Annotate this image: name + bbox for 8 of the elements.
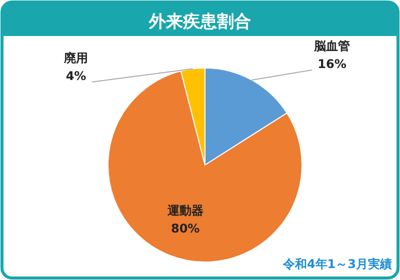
data-label: 80% (170, 222, 200, 236)
chart-title: 外来疾患割合 (148, 12, 251, 32)
slice-label: 脳血管 (313, 39, 350, 53)
data-label: 16% (318, 57, 346, 71)
data-label: 4% (66, 69, 86, 83)
slice-label: 廃用 (63, 51, 88, 65)
slice-label: 運動器 (166, 204, 204, 218)
text: 令和4年1～3月実績 (282, 257, 392, 271)
